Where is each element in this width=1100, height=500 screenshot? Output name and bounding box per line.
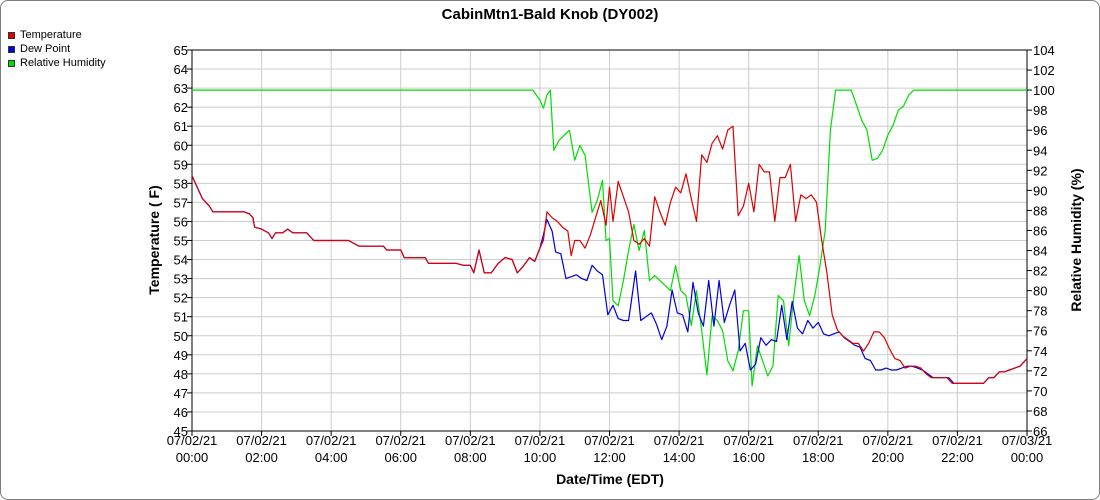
legend-swatch-temperature — [8, 31, 15, 39]
x-tick-label-time: 22:00 — [941, 450, 974, 465]
right-y-tick-label: 78 — [1033, 304, 1047, 319]
x-tick-label-date: 07/02/21 — [515, 433, 566, 448]
x-tick-label-time: 18:00 — [802, 450, 835, 465]
right-y-tick-label: 82 — [1033, 264, 1047, 279]
legend-item-dew-point[interactable]: Dew Point — [8, 42, 106, 56]
right-y-tick-label: 88 — [1033, 203, 1047, 218]
x-tick-label-time: 02:00 — [245, 450, 278, 465]
left-y-tick-label: 60 — [174, 138, 188, 153]
x-tick-label-date: 07/02/21 — [723, 433, 774, 448]
right-y-tick-label: 90 — [1033, 183, 1047, 198]
legend-item-relative-humidity[interactable]: Relative Humidity — [8, 56, 106, 70]
x-tick-label-date: 07/02/21 — [584, 433, 635, 448]
y2-axis-label: Relative Humidity (%) — [1068, 168, 1084, 311]
left-y-tick-label: 62 — [174, 100, 188, 115]
right-y-tick-label: 94 — [1033, 143, 1047, 158]
left-y-tick-label: 56 — [174, 214, 188, 229]
right-y-tick-label: 80 — [1033, 284, 1047, 299]
x-tick-label-date: 07/02/21 — [654, 433, 705, 448]
x-tick-label-date: 07/03/21 — [1002, 433, 1053, 448]
legend-label-dew-point: Dew Point — [20, 43, 71, 55]
x-tick-label-time: 06:00 — [384, 450, 417, 465]
legend-label-relative-humidity: Relative Humidity — [20, 57, 106, 69]
legend-swatch-relative-humidity — [8, 59, 15, 67]
x-tick-label-time: 20:00 — [872, 450, 905, 465]
left-y-tick-label: 58 — [174, 176, 188, 191]
left-y-tick-label: 54 — [174, 253, 188, 268]
x-tick-label-time: 10:00 — [524, 450, 557, 465]
x-tick-label-date: 07/02/21 — [236, 433, 287, 448]
right-y-tick-label: 86 — [1033, 223, 1047, 238]
x-tick-label-time: 00:00 — [1011, 450, 1044, 465]
left-y-axis: 45 46 47 48 49 50 51 52 53 54 55 56 57 58 59 60 61 62 63 64… — [174, 43, 192, 439]
right-y-tick-label: 96 — [1033, 123, 1047, 138]
left-y-tick-label: 57 — [174, 195, 188, 210]
x-tick-label-time: 12:00 — [593, 450, 626, 465]
x-tick-label-date: 07/02/21 — [445, 433, 496, 448]
left-y-tick-label: 48 — [174, 367, 188, 382]
right-y-tick-label: 100 — [1033, 83, 1055, 98]
left-y-tick-label: 64 — [174, 62, 188, 77]
x-tick-label-date: 07/02/21 — [932, 433, 983, 448]
right-y-tick-label: 74 — [1033, 344, 1047, 359]
legend-swatch-dew-point — [8, 45, 15, 53]
series-layer — [191, 89, 1028, 387]
left-y-tick-label: 61 — [174, 119, 188, 134]
x-tick-label-date: 07/02/21 — [306, 433, 357, 448]
right-y-tick-label: 68 — [1033, 404, 1047, 419]
x-axis: 07/02/21 00:00 07/02/21 02:00 07/02/21 04:00 0… — [167, 431, 1053, 465]
left-y-tick-label: 47 — [174, 386, 188, 401]
left-y-tick-label: 59 — [174, 157, 188, 172]
left-y-tick-label: 65 — [174, 43, 188, 58]
right-y-tick-label: 98 — [1033, 103, 1047, 118]
x-tick-label-time: 04:00 — [315, 450, 348, 465]
right-y-axis: 66 68 70 72 74 76 78 80 82 84 86 88 90 92 94 96 98 100 102… — [1027, 43, 1055, 439]
left-y-tick-label: 53 — [174, 272, 188, 287]
x-axis-label: Date/Time (EDT) — [556, 471, 664, 487]
right-y-tick-label: 70 — [1033, 384, 1047, 399]
x-tick-label-time: 08:00 — [454, 450, 487, 465]
right-y-tick-label: 104 — [1033, 43, 1055, 58]
legend-label-temperature: Temperature — [20, 29, 82, 41]
left-y-tick-label: 45 — [174, 424, 188, 439]
left-y-tick-label: 49 — [174, 348, 188, 363]
x-tick-label-time: 16:00 — [732, 450, 765, 465]
right-y-tick-label: 84 — [1033, 244, 1047, 259]
right-y-tick-label: 76 — [1033, 324, 1047, 339]
x-tick-label-date: 07/02/21 — [375, 433, 426, 448]
x-tick-label-date: 07/02/21 — [863, 433, 914, 448]
legend: Temperature Dew Point Relative Humidity — [8, 28, 106, 70]
x-tick-label-time: 14:00 — [663, 450, 696, 465]
left-y-tick-label: 50 — [174, 329, 188, 344]
left-y-tick-label: 46 — [174, 405, 188, 420]
right-y-tick-label: 66 — [1033, 424, 1047, 439]
left-y-tick-label: 55 — [174, 234, 188, 249]
left-y-tick-label: 52 — [174, 291, 188, 306]
left-y-tick-label: 63 — [174, 81, 188, 96]
y-axis-label: Temperature ( F) — [146, 185, 162, 294]
x-tick-label-time: 00:00 — [176, 450, 209, 465]
right-y-tick-label: 102 — [1033, 63, 1055, 78]
right-y-tick-label: 92 — [1033, 163, 1047, 178]
right-y-tick-label: 72 — [1033, 364, 1047, 379]
series-line-relative-humidity — [192, 89, 1027, 387]
legend-item-temperature[interactable]: Temperature — [8, 28, 106, 42]
left-y-tick-label: 51 — [174, 310, 188, 325]
x-tick-label-date: 07/02/21 — [793, 433, 844, 448]
x-tick-label-date: 07/02/21 — [167, 433, 218, 448]
chart-title: CabinMtn1-Bald Knob (DY002) — [442, 6, 659, 23]
series-line-temperature — [191, 125, 1028, 384]
